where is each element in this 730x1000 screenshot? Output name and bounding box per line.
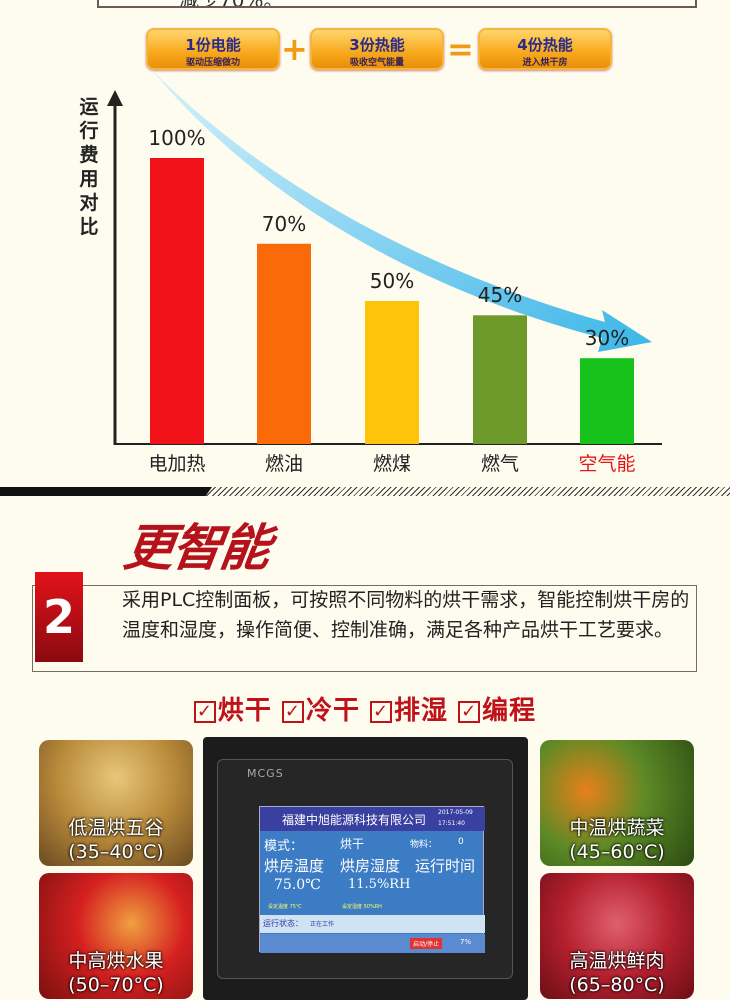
formula-electric: 1份电能驱动压缩做功	[146, 28, 280, 70]
tile-fruit: 中高烘水果 (50–70°C)	[39, 873, 193, 999]
trend-arrow	[150, 68, 652, 352]
formula-big: 1份电能	[185, 36, 241, 54]
panel-brand: MCGS	[247, 767, 284, 780]
company-name: 福建中旭能源科技有限公司	[282, 813, 427, 827]
mode-value: 烘干	[340, 837, 365, 851]
material-value: 0	[458, 837, 464, 847]
humid-value: 11.5%RH	[348, 877, 411, 892]
check-item: ✓ 编程	[458, 696, 536, 726]
top-note-box: 减少70%。	[97, 0, 697, 8]
runtime-label: 运行时间	[415, 857, 476, 875]
equals-sign: =	[447, 30, 474, 68]
level-readout: 7%	[460, 938, 472, 946]
top-note: 减少70%。	[179, 0, 283, 6]
section-number: 2	[35, 572, 83, 662]
set-temp: 设定温度 75℃	[268, 904, 302, 910]
check-item: ✓ 冷干	[281, 696, 360, 726]
checkbox-icon: ✓	[193, 700, 216, 723]
bar-4	[580, 358, 634, 444]
category-label: 燃油	[264, 453, 303, 475]
data-label: 70%	[261, 211, 307, 236]
date: 2017-05-09	[438, 809, 473, 816]
check-item: ✓ 排湿	[370, 696, 448, 726]
bar-chart	[107, 68, 662, 445]
formula-big: 3份热能	[349, 36, 405, 54]
checkbox-icon: ✓	[281, 700, 304, 723]
control-panel: MCGS 福建中旭能源科技有限公司 2017-05-09 17:51:40 模式…	[203, 737, 528, 1000]
category-label: 空气能	[578, 453, 636, 475]
check-item: ✓ 烘干	[193, 696, 272, 726]
data-label: 45%	[477, 283, 523, 308]
bar-0	[150, 158, 204, 444]
formula-small: 进入烘干房	[522, 58, 568, 68]
temp-label: 烘房温度	[264, 857, 325, 875]
formula-air: 3份热能吸收空气能量	[310, 28, 444, 70]
formula-big: 4份热能	[517, 36, 573, 54]
section-title: 更智能	[120, 518, 273, 577]
status-value: 正在工作	[310, 921, 335, 928]
touch-screen[interactable]: 福建中旭能源科技有限公司 2017-05-09 17:51:40 模式： 烘干 …	[259, 806, 485, 953]
data-label: 100%	[148, 126, 206, 150]
tile-meat: 高温烘鲜肉 (65–80°C)	[540, 873, 694, 999]
category-label: 燃气	[480, 453, 519, 475]
start-stop-button[interactable]: 启动/停止	[410, 938, 443, 949]
bar-3	[473, 315, 527, 444]
y-axis-label: 运行费用对比	[79, 96, 99, 238]
tile-vegetables: 中温烘蔬菜 (45–60°C)	[540, 740, 694, 866]
temp-value: 75.0℃	[274, 877, 321, 893]
section-description: 采用PLC控制面板，可按照不同物料的烘干需求，智能控制烘干房的温度和湿度，操作简…	[122, 589, 690, 641]
data-label: 30%	[584, 326, 630, 351]
status-label: 运行状态：	[263, 919, 303, 928]
material-label: 物料：	[410, 840, 438, 850]
humid-label: 烘房湿度	[340, 857, 401, 875]
plus-sign: +	[281, 30, 308, 68]
checkbox-icon: ✓	[370, 700, 393, 723]
section-divider	[0, 487, 730, 496]
bar-2	[365, 301, 419, 444]
bar-1	[257, 243, 311, 444]
formula-result: 4份热能进入烘干房	[478, 28, 612, 70]
set-humid: 设定湿度 50%RH	[342, 904, 382, 910]
mode-label: 模式：	[264, 839, 304, 854]
data-label: 50%	[369, 269, 415, 293]
feature-checklist: ✓ 烘干 ✓ 冷干 ✓ 排湿 ✓ 编程	[0, 690, 730, 727]
formula-small: 驱动压缩做功	[185, 58, 240, 68]
description-box	[32, 585, 697, 672]
category-label: 电加热	[148, 453, 206, 475]
y-axis-arrow	[107, 90, 123, 106]
formula-small: 吸收空气能量	[349, 58, 404, 68]
category-label: 燃煤	[372, 453, 411, 475]
tile-grains: 低温烘五谷 (35–40°C)	[39, 740, 193, 866]
checkbox-icon: ✓	[458, 700, 481, 723]
time: 17:51:40	[438, 820, 465, 827]
